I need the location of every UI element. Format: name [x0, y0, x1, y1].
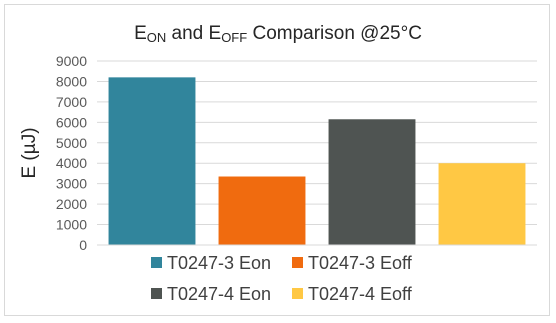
legend-swatch: [292, 288, 303, 299]
bar-t0247-4-eon: [328, 119, 416, 245]
y-tick-label: 4000: [56, 155, 87, 171]
legend-swatch: [151, 288, 162, 299]
chart-svg: EON and EOFF Comparison @25°C 0 1000 2000 3…: [19, 23, 537, 304]
y-axis-ticks: 0 1000 2000 3000 4000 5000 6000 7000 8000 9000: [56, 53, 87, 253]
legend-swatch: [151, 257, 162, 268]
legend: T0247-3 Eon T0247-3 Eoff T0247-4 Eon T0247-…: [151, 253, 413, 304]
y-tick-label: 7000: [56, 94, 87, 110]
y-tick-label: 2000: [56, 196, 87, 212]
bar-t0247-3-eoff: [218, 176, 306, 245]
chart-title-part: ON: [147, 30, 167, 45]
chart-title: EON and EOFF Comparison @25°C: [134, 23, 422, 45]
bars: [108, 77, 526, 245]
legend-swatch: [292, 257, 303, 268]
chart-title-part: E: [134, 23, 147, 44]
y-tick-label: 8000: [56, 73, 87, 89]
bar-t0247-3-eon: [108, 77, 196, 245]
y-tick-label: 3000: [56, 176, 87, 192]
legend-label: T0247-4 Eoff: [308, 284, 413, 304]
y-tick-label: 6000: [56, 114, 87, 130]
legend-label: T0247-3 Eon: [167, 253, 271, 273]
y-tick-label: 0: [79, 237, 87, 253]
y-axis-label: E (µJ): [19, 127, 40, 178]
chart-title-part: Comparison @25°C: [247, 23, 422, 44]
chart-frame: EON and EOFF Comparison @25°C 0 1000 2000 3…: [4, 4, 550, 316]
chart-title-part: and E: [166, 23, 221, 44]
legend-label: T0247-4 Eon: [167, 284, 271, 304]
bar-t0247-4-eoff: [438, 163, 526, 245]
y-tick-label: 5000: [56, 135, 87, 151]
legend-label: T0247-3 Eoff: [308, 253, 413, 273]
y-tick-label: 9000: [56, 53, 87, 69]
y-tick-label: 1000: [56, 217, 87, 233]
chart-title-part: OFF: [221, 30, 247, 45]
